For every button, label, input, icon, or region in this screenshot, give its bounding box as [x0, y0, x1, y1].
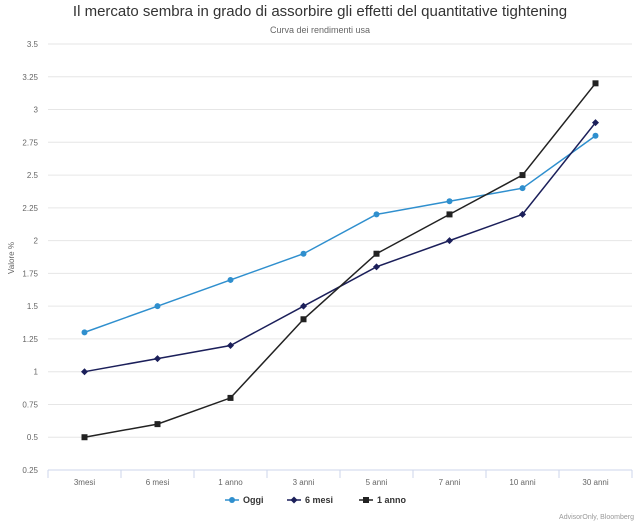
data-point — [373, 263, 380, 271]
legend-item[interactable]: 6 mesi — [287, 495, 333, 505]
series-1 — [81, 119, 599, 376]
series-line — [84, 122, 597, 373]
legend-marker — [363, 497, 369, 503]
y-tick-label: 1.5 — [27, 302, 39, 311]
data-point — [81, 329, 88, 336]
data-point — [81, 368, 88, 376]
series-0 — [81, 132, 599, 336]
y-tick-label: 0.75 — [22, 400, 38, 409]
data-point — [81, 434, 88, 441]
data-point — [227, 341, 234, 349]
data-point — [227, 394, 234, 401]
y-tick-label: 1.25 — [22, 335, 38, 344]
data-point — [592, 119, 599, 127]
series-line — [84, 82, 597, 438]
data-point — [300, 302, 307, 310]
y-tick-label: 1.75 — [22, 269, 38, 278]
data-point — [519, 185, 526, 192]
data-point — [373, 250, 380, 257]
x-tick-label: 1 anno — [218, 478, 243, 487]
data-point — [300, 316, 307, 323]
y-tick-label: 3.5 — [27, 40, 39, 49]
legend-label: 1 anno — [377, 495, 407, 505]
chart-title: Il mercato sembra in grado di assorbire … — [73, 3, 567, 20]
data-point — [519, 172, 526, 179]
x-axis-ticks: 3mesi 6 mesi 1 anno 3 anni 5 anni 7 anni 10 an… — [47, 469, 633, 487]
grid-lines — [48, 43, 632, 471]
y-axis-title: Valore % — [7, 242, 16, 274]
x-tick-label: 6 mesi — [146, 478, 170, 487]
legend-item[interactable]: Oggi — [225, 495, 264, 505]
legend-label: Oggi — [243, 495, 264, 505]
y-axis-ticks: 0.25 0.5 0.75 1 1.25 1.5 1.75 2 2.25 2.5 2.75 3 3.25… — [22, 40, 38, 475]
x-tick-label: 5 anni — [366, 478, 388, 487]
y-tick-label: 2 — [34, 237, 39, 246]
x-tick-label: 7 anni — [439, 478, 461, 487]
data-point — [154, 421, 161, 428]
y-tick-label: 3 — [34, 106, 39, 115]
x-tick-label: 3 anni — [293, 478, 315, 487]
data-point — [592, 132, 599, 139]
legend-marker — [290, 496, 298, 504]
data-point — [227, 276, 234, 283]
y-tick-label: 1 — [34, 368, 39, 377]
y-tick-label: 0.25 — [22, 466, 38, 475]
legend: Oggi 6 mesi 1 anno — [225, 495, 407, 505]
data-point — [154, 355, 161, 363]
y-tick-label: 2.75 — [22, 138, 38, 147]
chart-subtitle: Curva dei rendimenti usa — [270, 25, 370, 35]
data-point — [300, 250, 307, 257]
x-tick-label: 3mesi — [74, 478, 96, 487]
legend-item[interactable]: 1 anno — [359, 495, 407, 505]
data-point — [154, 303, 161, 310]
series-line — [84, 135, 596, 334]
legend-marker — [229, 497, 235, 503]
x-tick-label: 30 anni — [582, 478, 608, 487]
y-tick-label: 3.25 — [22, 73, 38, 82]
data-point — [446, 198, 453, 205]
data-point — [519, 210, 526, 218]
data-point — [592, 80, 599, 87]
data-point — [446, 211, 453, 218]
y-tick-label: 2.5 — [27, 171, 39, 180]
credits: AdvisorOnly, Bloomberg — [559, 514, 634, 521]
data-point — [373, 211, 380, 218]
data-point — [446, 237, 453, 245]
x-tick-label: 10 anni — [509, 478, 535, 487]
series-lines — [81, 80, 599, 441]
y-tick-label: 2.25 — [22, 204, 38, 213]
series-2 — [81, 80, 599, 441]
legend-label: 6 mesi — [305, 495, 333, 505]
y-tick-label: 0.5 — [27, 433, 39, 442]
